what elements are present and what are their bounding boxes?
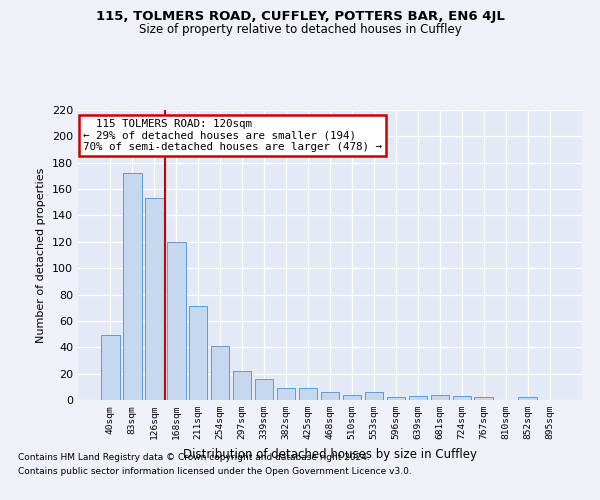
Text: Contains HM Land Registry data © Crown copyright and database right 2024.: Contains HM Land Registry data © Crown c…: [18, 454, 370, 462]
Y-axis label: Number of detached properties: Number of detached properties: [37, 168, 46, 342]
Bar: [145, 198, 164, 400]
Bar: [518, 398, 537, 400]
Bar: [101, 336, 119, 400]
Text: 115 TOLMERS ROAD: 120sqm  
← 29% of detached houses are smaller (194)
70% of sem: 115 TOLMERS ROAD: 120sqm ← 29% of detach…: [83, 118, 382, 152]
Bar: [123, 174, 142, 400]
Bar: [475, 398, 493, 400]
Bar: [452, 396, 471, 400]
Bar: [233, 371, 251, 400]
Bar: [320, 392, 340, 400]
Text: 115, TOLMERS ROAD, CUFFLEY, POTTERS BAR, EN6 4JL: 115, TOLMERS ROAD, CUFFLEY, POTTERS BAR,…: [95, 10, 505, 23]
Bar: [409, 396, 427, 400]
Bar: [343, 394, 361, 400]
Bar: [431, 394, 449, 400]
Text: Size of property relative to detached houses in Cuffley: Size of property relative to detached ho…: [139, 23, 461, 36]
Bar: [277, 388, 295, 400]
Bar: [211, 346, 229, 400]
Bar: [189, 306, 208, 400]
Bar: [167, 242, 185, 400]
Bar: [255, 379, 274, 400]
Text: Contains public sector information licensed under the Open Government Licence v3: Contains public sector information licen…: [18, 467, 412, 476]
Bar: [299, 388, 317, 400]
Bar: [386, 398, 405, 400]
Bar: [365, 392, 383, 400]
X-axis label: Distribution of detached houses by size in Cuffley: Distribution of detached houses by size …: [183, 448, 477, 460]
